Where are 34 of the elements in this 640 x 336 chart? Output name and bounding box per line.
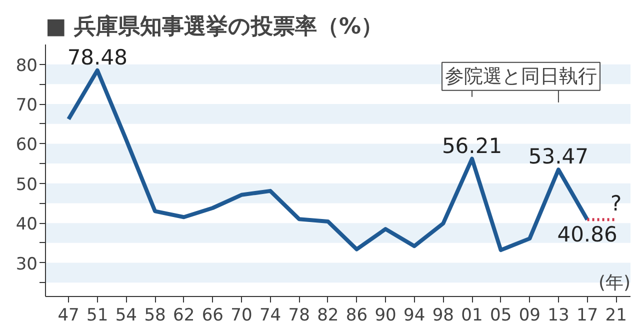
x-tick-label: 74 (259, 306, 282, 326)
data-label: 56.21 (442, 134, 502, 158)
y-tick-label: 80 (16, 56, 38, 76)
x-tick-label: 47 (58, 306, 80, 326)
data-label: 40.86 (557, 222, 618, 247)
x-tick-label: 66 (202, 306, 224, 326)
x-tick-label: 21 (605, 306, 627, 326)
y-tick-label: 30 (16, 254, 38, 274)
y-tick-label: 50 (16, 174, 38, 195)
x-tick-label: 01 (461, 306, 483, 326)
x-tick-label: 82 (317, 306, 339, 326)
chart-title: ■ 兵庫県知事選挙の投票率（%） (46, 14, 383, 40)
x-tick-label: 17 (576, 306, 598, 326)
x-tick-label: 54 (115, 306, 138, 326)
y-tick-label: 70 (16, 96, 38, 116)
y-tick-label: 40 (16, 214, 38, 235)
x-tick-label: 70 (230, 306, 252, 326)
x-tick-label: 62 (173, 306, 195, 326)
x-tick-label: 86 (346, 306, 368, 326)
annotation: 参院選と同日執行 (444, 65, 597, 88)
annotation: ? (610, 192, 622, 216)
x-tick-label: 13 (548, 306, 570, 326)
x-tick-label: 51 (86, 306, 108, 326)
x-tick-label: 78 (288, 306, 310, 326)
x-tick-label: 05 (490, 306, 512, 326)
x-tick-label: 98 (432, 306, 454, 326)
y-tick-label: 60 (16, 135, 38, 156)
x-tick-label: 94 (404, 306, 426, 326)
x-tick-label: 90 (374, 306, 396, 326)
x-tick-label: 58 (144, 306, 166, 326)
data-label: 53.47 (528, 144, 589, 169)
data-label: 78.48 (67, 45, 128, 70)
x-tick-label: 09 (518, 306, 540, 326)
x-axis-title: (年) (598, 272, 630, 294)
